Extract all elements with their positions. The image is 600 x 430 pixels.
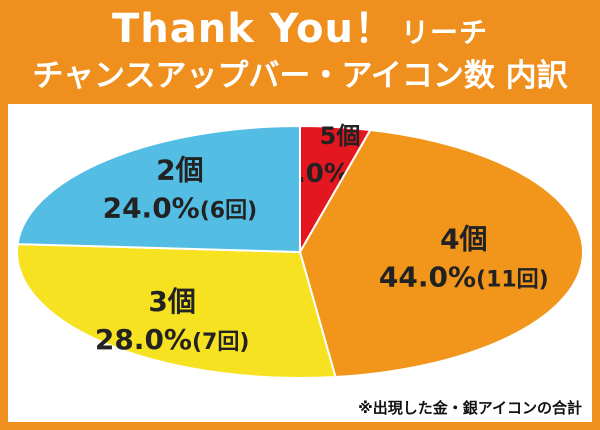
pie-chart: 5個4.0%(1回)4個44.0%(11回)3個28.0%(7回)2個24.0%… bbox=[16, 122, 584, 379]
slice-value-label: 24.0%(6回) bbox=[103, 191, 258, 224]
chart-footnote: ※出現した金・銀アイコンの合計 bbox=[358, 399, 582, 417]
pie-slice-4 bbox=[16, 124, 301, 254]
chart-subtitle: チャンスアップバー・アイコン数 内訳 bbox=[32, 58, 568, 94]
slice-value-label: 28.0%(7回) bbox=[95, 323, 250, 356]
slice-name-label: 2個 bbox=[156, 153, 203, 186]
chart-panel: 5個4.0%(1回)4個44.0%(11回)3個28.0%(7回)2個24.0%… bbox=[8, 104, 592, 422]
chart-header: Thank You！ リーチ チャンスアップバー・アイコン数 内訳 bbox=[0, 0, 600, 104]
slice-name-label: 5個 bbox=[320, 122, 361, 150]
slice-value-label: 44.0%(11回) bbox=[379, 261, 549, 294]
slice-name-label: 3個 bbox=[148, 285, 195, 318]
chart-title: Thank You！ リーチ bbox=[0, 6, 600, 56]
pie-slice-2 bbox=[298, 128, 584, 379]
chart-title-main: Thank You！ bbox=[111, 6, 395, 52]
pie-slice-3 bbox=[16, 243, 337, 379]
chart-title-suffix: リーチ bbox=[401, 16, 489, 49]
slice-name-label: 4個 bbox=[440, 223, 487, 256]
